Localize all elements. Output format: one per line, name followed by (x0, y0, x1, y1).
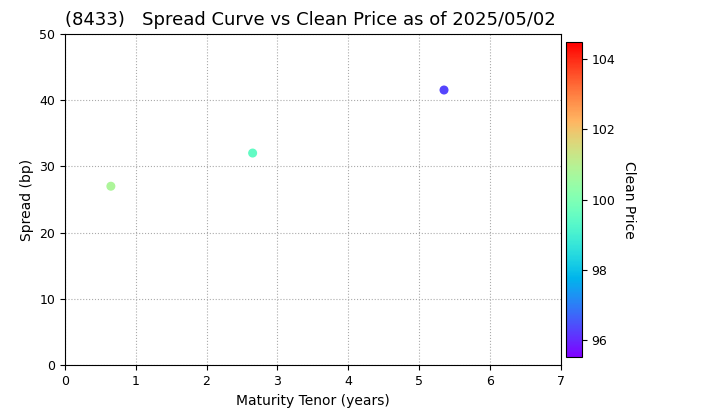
Point (105, 183, 117, 189)
Point (438, 87, 450, 93)
Text: (8433)   Spread Curve vs Clean Price as of 2025/05/02: (8433) Spread Curve vs Clean Price as of… (65, 11, 556, 29)
X-axis label: Maturity Tenor (years): Maturity Tenor (years) (236, 394, 390, 408)
Y-axis label: Spread (bp): Spread (bp) (19, 158, 34, 241)
Point (247, 150, 258, 156)
Y-axis label: Clean Price: Clean Price (622, 160, 636, 239)
